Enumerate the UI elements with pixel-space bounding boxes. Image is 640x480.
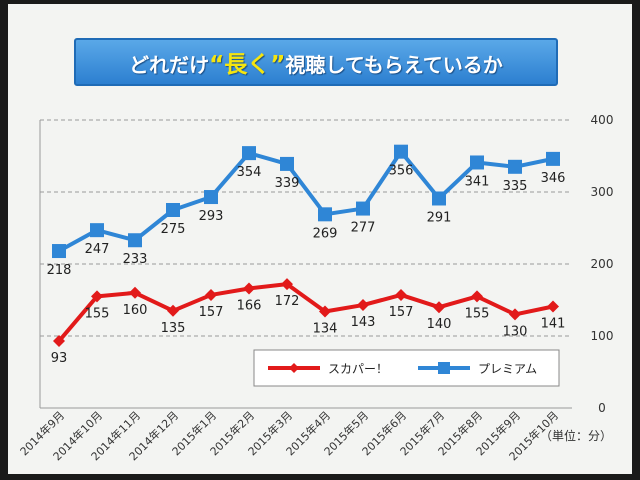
- data-label: 134: [313, 322, 338, 337]
- data-point: [508, 159, 522, 174]
- data-label: 247: [85, 242, 110, 257]
- legend-label: プレミアム: [478, 362, 537, 376]
- data-point: [242, 146, 256, 161]
- data-label: 143: [351, 315, 376, 330]
- data-point: [509, 308, 521, 321]
- data-label: 155: [465, 306, 490, 321]
- data-point: [280, 156, 294, 171]
- data-label: 356: [389, 164, 414, 179]
- data-point: [166, 203, 180, 217]
- data-label: 157: [199, 305, 224, 320]
- y-tick-label: 300: [591, 185, 614, 199]
- data-label: 157: [389, 305, 414, 320]
- data-label: 135: [161, 321, 186, 336]
- data-point: [356, 201, 370, 216]
- data-point: [243, 282, 255, 295]
- data-label: 172: [275, 294, 300, 309]
- data-label: 166: [237, 298, 262, 313]
- data-point: [52, 244, 66, 259]
- data-label: 93: [51, 351, 68, 366]
- data-point: [167, 304, 179, 317]
- legend-marker-0: [289, 363, 299, 373]
- y-tick-label: 400: [591, 113, 614, 127]
- data-point: [470, 155, 484, 170]
- data-point: [547, 300, 559, 313]
- chart-title-banner: どれだけ“長く”視聴してもらえているか: [74, 38, 558, 86]
- data-point: [395, 288, 407, 301]
- data-label: 155: [85, 306, 110, 321]
- data-point: [433, 301, 445, 314]
- legend-marker-1: [438, 362, 450, 374]
- data-label: 233: [123, 252, 148, 267]
- data-point: [318, 207, 332, 222]
- y-tick-label: 200: [591, 257, 614, 271]
- data-point: [432, 191, 446, 206]
- data-label: 269: [313, 226, 338, 241]
- data-label: 291: [427, 210, 452, 225]
- y-tick-label: 100: [591, 329, 614, 343]
- data-label: 160: [123, 303, 148, 318]
- data-point: [319, 305, 331, 318]
- legend-label: スカパー！: [328, 362, 388, 376]
- unit-note: （単位：分）: [540, 428, 612, 443]
- data-label: 275: [161, 222, 186, 237]
- data-label: 141: [541, 316, 566, 331]
- data-point: [546, 151, 560, 166]
- data-point: [357, 299, 369, 312]
- title-pre: どれだけ: [129, 53, 210, 77]
- data-label: 140: [427, 317, 452, 332]
- data-point: [471, 290, 483, 303]
- data-label: 346: [541, 171, 566, 186]
- data-point: [205, 288, 217, 301]
- data-point: [90, 223, 104, 238]
- title-highlight: “長く”: [209, 52, 286, 78]
- data-point: [204, 190, 218, 205]
- data-label: 293: [199, 209, 224, 224]
- data-label: 335: [503, 179, 528, 194]
- title-post: 視聴してもらえているか: [285, 53, 503, 77]
- data-label: 218: [47, 263, 72, 278]
- data-point: [128, 233, 142, 248]
- data-label: 354: [237, 165, 262, 180]
- data-label: 341: [465, 174, 490, 189]
- data-point: [129, 286, 141, 299]
- series-line-0: [57, 282, 554, 343]
- data-label: 339: [275, 176, 300, 191]
- data-point: [281, 278, 293, 291]
- data-point: [91, 290, 103, 303]
- data-point: [394, 144, 408, 159]
- data-label: 130: [503, 324, 528, 339]
- data-label: 277: [351, 221, 376, 236]
- y-tick-label: 0: [598, 401, 606, 415]
- data-point: [53, 335, 65, 348]
